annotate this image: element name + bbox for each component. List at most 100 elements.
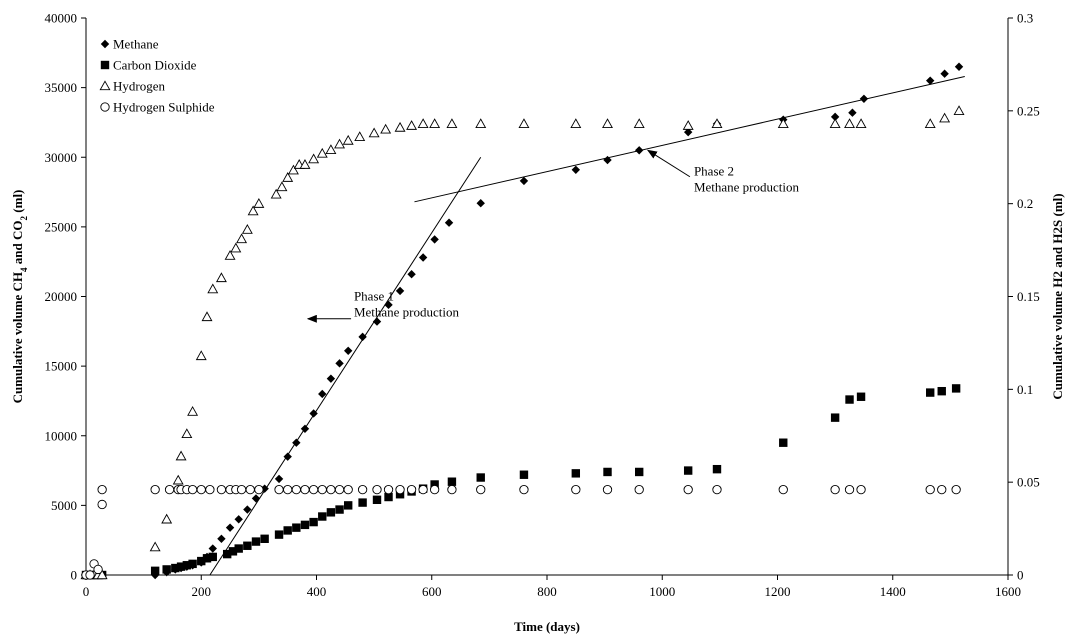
hydrogen-sulphide-point <box>97 499 107 510</box>
methane-point <box>208 544 217 553</box>
y-axis-title-part: Cumulative volume CH <box>10 272 25 403</box>
hydrogen-sulphide-point <box>317 484 327 495</box>
carbon-dioxide-point <box>335 505 344 514</box>
carbon-dioxide-point <box>712 464 722 474</box>
carbon-dioxide-point <box>318 512 327 521</box>
hydrogen-point <box>475 118 487 128</box>
hydrogen-point <box>175 450 187 461</box>
hydrogen-point <box>953 105 965 115</box>
methane-point <box>683 127 693 137</box>
methane-point <box>234 515 243 524</box>
hydrogen-sulphide-point <box>326 484 336 495</box>
hydrogen-sulphide-point <box>164 484 175 495</box>
legend-label-methane: Methane <box>113 37 159 52</box>
methane-point <box>343 346 353 356</box>
series-hydrogen-sulphide <box>81 484 961 580</box>
x-tick-label: 800 <box>537 584 557 599</box>
hydrogen-point <box>844 118 855 128</box>
carbon-dioxide-point <box>208 552 217 562</box>
carbon-dioxide-point <box>683 466 693 475</box>
hydrogen-sulphide-point <box>283 484 293 495</box>
methane-point <box>418 253 428 262</box>
hydrogen-sulphide-point <box>97 484 107 495</box>
hydrogen-sulphide-point <box>778 484 788 495</box>
carbon-dioxide-point <box>188 559 197 569</box>
methane-point <box>603 155 612 165</box>
methane-point <box>318 389 327 399</box>
carbon-dioxide-point <box>176 562 186 571</box>
hydrogen-sulphide-point <box>196 484 206 495</box>
hydrogen-point <box>855 118 867 128</box>
y2-tick-label: 0.05 <box>1017 475 1040 490</box>
hydrogen-point <box>602 118 613 128</box>
hydrogen-point <box>172 474 184 485</box>
phase-1-label: Phase 1 Methane production <box>354 289 460 320</box>
methane-point <box>395 286 405 296</box>
methane-point <box>407 270 416 279</box>
phase-1-label-line: Phase 1 <box>354 289 394 304</box>
y-axis-title-part: and CO <box>10 220 25 267</box>
carbon-dioxide-point <box>283 526 292 535</box>
x-axis-title: Time (days) <box>514 619 580 634</box>
legend: Methane Carbon Dioxide Hydrogen Hydrogen Su… <box>99 37 215 115</box>
carbon-dioxide-point <box>243 541 252 550</box>
methane-point <box>326 374 336 383</box>
carbon-dioxide-point <box>358 498 367 507</box>
carbon-dioxide-point <box>476 473 485 482</box>
hydrogen-sulphide-point <box>150 484 160 495</box>
hydrogen-point <box>570 118 582 128</box>
methane-point <box>309 409 318 418</box>
methane-point <box>243 505 252 514</box>
methane-point <box>476 199 485 208</box>
hydrogen-sulphide-point <box>357 484 368 495</box>
carbon-dioxide-point <box>326 508 336 517</box>
carbon-dioxide-point <box>384 492 393 502</box>
hydrogen-point <box>253 198 265 208</box>
methane-point <box>954 62 964 71</box>
carbon-dioxide-point <box>635 467 644 477</box>
hydrogen-sulphide-point <box>925 484 935 495</box>
methane-point <box>635 146 644 155</box>
methane-point <box>358 332 367 342</box>
hydrogen-point <box>325 144 337 154</box>
hydrogen-point <box>287 164 299 175</box>
y-tick-label: 25000 <box>45 219 78 234</box>
hydrogen-point <box>282 172 294 182</box>
hydrogen-sulphide-point <box>334 484 345 495</box>
hydrogen-sulphide-point <box>476 484 486 495</box>
hydrogen-point <box>446 118 458 128</box>
hydrogen-sulphide-point <box>951 484 961 495</box>
hydrogen-sulphide-point <box>372 484 382 495</box>
y2-tick-label: 0.1 <box>1017 382 1033 397</box>
hydrogen-sulphide-point <box>406 484 417 495</box>
hydrogen-sulphide-point <box>254 484 264 495</box>
hydrogen-sulphide-point <box>395 484 405 495</box>
carbon-dioxide-point <box>430 480 439 489</box>
legend-marker-methane <box>100 39 110 49</box>
legend-label-carbon-dioxide: Carbon Dioxide <box>113 58 197 73</box>
y2-axis-title: Cumulative volume H2 and H2S (ml) <box>1050 193 1065 399</box>
carbon-dioxide-point <box>274 530 284 539</box>
y-axis-title-subscript: 4 <box>19 267 29 272</box>
hydrogen-sulphide-point <box>216 484 227 495</box>
hydrogen-sulphide-point <box>85 570 95 580</box>
hydrogen-sulphide-point <box>856 484 866 495</box>
carbon-dioxide-point <box>830 413 840 422</box>
hydrogen-sulphide-point <box>429 484 440 495</box>
hydrogen-point <box>236 233 248 244</box>
hydrogen-sulphide-point <box>683 484 693 495</box>
carbon-dioxide-point <box>197 556 206 566</box>
hydrogen-point <box>939 112 951 123</box>
hydrogen-point <box>276 181 288 192</box>
hydrogen-sulphide-point <box>571 484 581 495</box>
carbon-dioxide-point <box>251 537 261 546</box>
hydrogen-point <box>270 188 282 199</box>
hydrogen-sulphide-point <box>383 484 394 495</box>
y2-tick-label: 0.2 <box>1017 196 1033 211</box>
hydrogen-sulphide-point <box>830 484 840 495</box>
phase-2-label-line: Phase 2 <box>694 163 734 178</box>
hydrogen-sulphide-point <box>245 484 255 495</box>
carbon-dioxide-point <box>951 384 961 393</box>
